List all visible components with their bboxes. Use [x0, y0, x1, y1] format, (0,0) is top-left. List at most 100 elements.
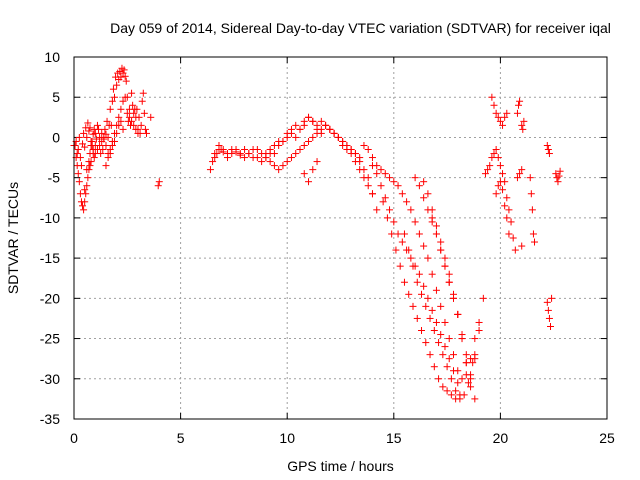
data-point: [437, 238, 445, 246]
data-point: [407, 206, 415, 214]
data-point: [456, 395, 464, 403]
data-point: [241, 146, 249, 154]
data-point: [81, 198, 89, 206]
data-point: [407, 254, 415, 262]
data-point: [137, 121, 145, 129]
data-point: [309, 133, 317, 141]
data-point: [388, 230, 396, 238]
y-tick-label: -20: [40, 290, 60, 306]
data-point: [104, 154, 112, 162]
data-point: [245, 150, 253, 158]
data-point: [368, 162, 376, 170]
data-point: [266, 158, 274, 166]
data-point: [351, 150, 359, 158]
data-point: [81, 143, 89, 151]
data-point: [100, 133, 108, 141]
data-point: [405, 246, 413, 254]
data-point: [507, 218, 515, 226]
y-tick-label: 5: [52, 89, 60, 105]
data-point: [296, 146, 304, 154]
data-point: [415, 230, 423, 238]
data-point: [441, 318, 449, 326]
data-point: [368, 190, 376, 198]
data-point: [80, 129, 88, 137]
x-tick-label: 20: [493, 430, 509, 446]
data-point: [426, 314, 434, 322]
data-point: [93, 146, 101, 154]
data-point: [392, 246, 400, 254]
data-point: [445, 270, 453, 278]
data-point: [488, 93, 496, 101]
data-point: [326, 125, 334, 133]
data-point: [492, 190, 500, 198]
data-point: [130, 109, 138, 117]
data-point: [91, 129, 99, 137]
data-point: [313, 158, 321, 166]
data-point: [86, 124, 94, 132]
data-point: [529, 230, 537, 238]
data-point: [420, 282, 428, 290]
data-point: [95, 125, 103, 133]
data-point: [513, 174, 521, 182]
data-point: [437, 246, 445, 254]
data-point: [117, 73, 125, 81]
data-point: [368, 154, 376, 162]
data-point: [215, 141, 223, 149]
tick-labels: 0 5 10 15 20 25 10 5 0 -5 -10 -15 -20 -25 -30 -35: [40, 49, 615, 446]
data-point: [219, 146, 227, 154]
data-point: [511, 246, 519, 254]
data-point: [74, 170, 82, 178]
plot-frame: [73, 56, 608, 420]
data-point: [84, 174, 92, 182]
data-point: [132, 125, 140, 133]
data-point: [509, 234, 517, 242]
data-point: [253, 154, 261, 162]
data-point: [516, 170, 524, 178]
data-point: [486, 162, 494, 170]
data-point: [394, 230, 402, 238]
data-point: [82, 190, 90, 198]
data-point: [441, 343, 449, 351]
data-point: [488, 154, 496, 162]
data-point: [305, 113, 313, 121]
data-point: [287, 129, 295, 137]
data-point: [147, 113, 155, 121]
data-point: [420, 178, 428, 186]
data-point: [418, 290, 426, 298]
data-point: [471, 351, 479, 359]
data-point: [464, 379, 472, 387]
y-axis-title: SDTVAR / TECUs: [5, 182, 21, 294]
data-point: [334, 133, 342, 141]
data-point: [479, 294, 487, 302]
data-point: [492, 109, 500, 117]
data-point: [121, 72, 129, 80]
data-point: [155, 178, 163, 186]
data-point: [322, 121, 330, 129]
data-point: [377, 166, 385, 174]
data-point: [364, 146, 372, 154]
data-point: [206, 166, 214, 174]
data-point: [415, 182, 423, 190]
data-point: [300, 170, 308, 178]
data-point: [458, 375, 466, 383]
data-point: [383, 214, 391, 222]
data-point: [394, 182, 402, 190]
data-point: [544, 146, 552, 154]
data-point: [258, 158, 266, 166]
data-point: [106, 150, 114, 158]
data-point: [292, 133, 300, 141]
data-point: [413, 278, 421, 286]
data-point: [98, 137, 106, 145]
data-point: [447, 391, 455, 399]
data-point: [85, 127, 93, 135]
data-points: [70, 64, 564, 403]
data-point: [300, 117, 308, 125]
data-point: [527, 190, 535, 198]
data-point: [91, 141, 99, 149]
data-point: [386, 206, 394, 214]
data-point: [139, 89, 147, 97]
data-point: [403, 198, 411, 206]
data-point: [503, 214, 511, 222]
data-point: [437, 302, 445, 310]
